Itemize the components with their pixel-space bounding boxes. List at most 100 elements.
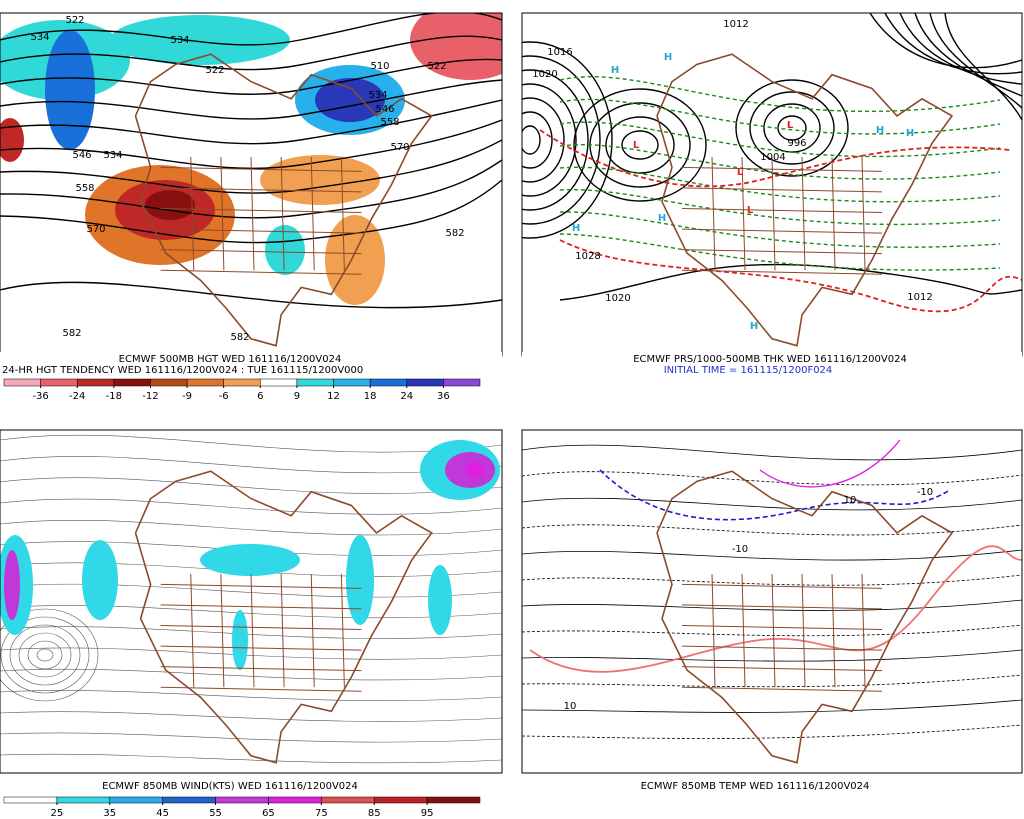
colorbar-label: -12 bbox=[142, 391, 158, 402]
border bbox=[160, 666, 362, 672]
thickness-contour bbox=[559, 76, 1001, 112]
contour-label: 996 bbox=[787, 138, 806, 149]
contour bbox=[0, 58, 502, 95]
contour-label: 1012 bbox=[723, 19, 748, 30]
border bbox=[741, 574, 746, 688]
border bbox=[280, 574, 285, 688]
streamline bbox=[0, 477, 502, 494]
border bbox=[160, 269, 362, 275]
border bbox=[681, 625, 883, 631]
tendency-fill bbox=[145, 190, 195, 220]
border bbox=[681, 249, 883, 255]
contour-label: 522 bbox=[205, 65, 224, 76]
contour-label: 582 bbox=[445, 228, 464, 239]
contour-label: 1020 bbox=[532, 69, 557, 80]
streamline bbox=[0, 519, 502, 536]
pressure-center: H bbox=[876, 125, 884, 136]
colorbar-swatch bbox=[215, 796, 269, 804]
contour bbox=[944, 13, 1022, 121]
panel-frame bbox=[0, 429, 503, 774]
pressure-center: H bbox=[611, 65, 619, 76]
contour bbox=[929, 13, 1022, 109]
coastline bbox=[134, 470, 433, 764]
colorbar-label: 24 bbox=[400, 391, 413, 402]
isotherm bbox=[522, 674, 1022, 688]
border bbox=[681, 208, 883, 214]
border bbox=[220, 574, 225, 688]
border bbox=[711, 157, 716, 271]
thickness-contour bbox=[559, 211, 1001, 248]
isobar bbox=[522, 41, 613, 239]
pressure-center: H bbox=[658, 213, 666, 224]
streamline bbox=[0, 753, 502, 764]
panel-title: ECMWF PRS/1000-500MB THK WED 161116/1200… bbox=[633, 354, 907, 365]
isotherm bbox=[599, 469, 951, 521]
wind-fill bbox=[232, 610, 248, 670]
pressure-center: L bbox=[737, 167, 744, 178]
border bbox=[711, 574, 716, 688]
contour bbox=[0, 119, 502, 170]
border bbox=[220, 157, 225, 271]
colorbar-swatch bbox=[76, 378, 115, 387]
contour-label: 546 bbox=[72, 150, 91, 161]
colorbar-swatch bbox=[162, 796, 216, 804]
isobar bbox=[522, 83, 577, 197]
border bbox=[681, 166, 883, 172]
contour-label: 558 bbox=[75, 183, 94, 194]
colorbar-swatch bbox=[223, 378, 261, 387]
colorbar-swatch bbox=[369, 378, 408, 387]
streamline bbox=[0, 434, 502, 453]
panel-title: ECMWF 850MB WIND(KTS) WED 161116/1200V02… bbox=[102, 781, 358, 792]
colorbar-label: 65 bbox=[262, 808, 275, 819]
border bbox=[160, 625, 362, 631]
contour-label: 570 bbox=[86, 224, 105, 235]
isotherm bbox=[529, 545, 1022, 673]
pressure-center: H bbox=[906, 128, 914, 139]
colorbar-swatch bbox=[186, 378, 224, 387]
border bbox=[160, 645, 362, 651]
thickness-contour bbox=[559, 144, 1001, 180]
pressure-center: H bbox=[664, 52, 672, 63]
colorbar-swatch bbox=[321, 796, 375, 804]
coastline bbox=[656, 53, 954, 347]
border bbox=[160, 604, 362, 610]
border bbox=[771, 574, 776, 688]
pressure-center: H bbox=[572, 223, 580, 234]
colorbar-swatch bbox=[426, 796, 481, 804]
caption-bg bbox=[0, 778, 502, 792]
contour-label: 10 bbox=[564, 701, 577, 712]
border bbox=[310, 157, 315, 271]
contour-label: 1004 bbox=[760, 152, 785, 163]
isotherm bbox=[522, 724, 1022, 739]
border bbox=[801, 574, 806, 688]
pressure-center: H bbox=[750, 321, 758, 332]
border bbox=[681, 666, 883, 672]
contour-label: 534 bbox=[30, 32, 49, 43]
contour bbox=[0, 13, 502, 46]
border bbox=[310, 574, 315, 688]
contour-label: 534 bbox=[170, 35, 189, 46]
panel-subtitle: INITIAL TIME = 161115/1200F024 bbox=[664, 365, 833, 376]
contour-label: 510 bbox=[370, 61, 389, 72]
colorbar-label: -24 bbox=[69, 391, 85, 402]
border bbox=[681, 583, 883, 589]
border bbox=[340, 157, 345, 271]
contour bbox=[0, 281, 502, 309]
colorbar-label: 55 bbox=[209, 808, 222, 819]
border bbox=[190, 157, 195, 271]
contour-label: -10 bbox=[917, 487, 933, 498]
caption-bg bbox=[522, 778, 1022, 792]
border bbox=[831, 574, 836, 688]
tendency-fill bbox=[110, 15, 290, 65]
contour-label: 1012 bbox=[907, 292, 932, 303]
contour bbox=[559, 263, 1022, 301]
pressure-center: L bbox=[787, 120, 794, 131]
streamline bbox=[27, 640, 63, 670]
wind-fill bbox=[428, 565, 452, 635]
colorbar-swatch bbox=[113, 378, 151, 387]
isobar bbox=[735, 79, 849, 177]
tendency-fill bbox=[45, 30, 95, 150]
caption-bg bbox=[0, 352, 502, 376]
pressure-center: L bbox=[633, 140, 640, 151]
